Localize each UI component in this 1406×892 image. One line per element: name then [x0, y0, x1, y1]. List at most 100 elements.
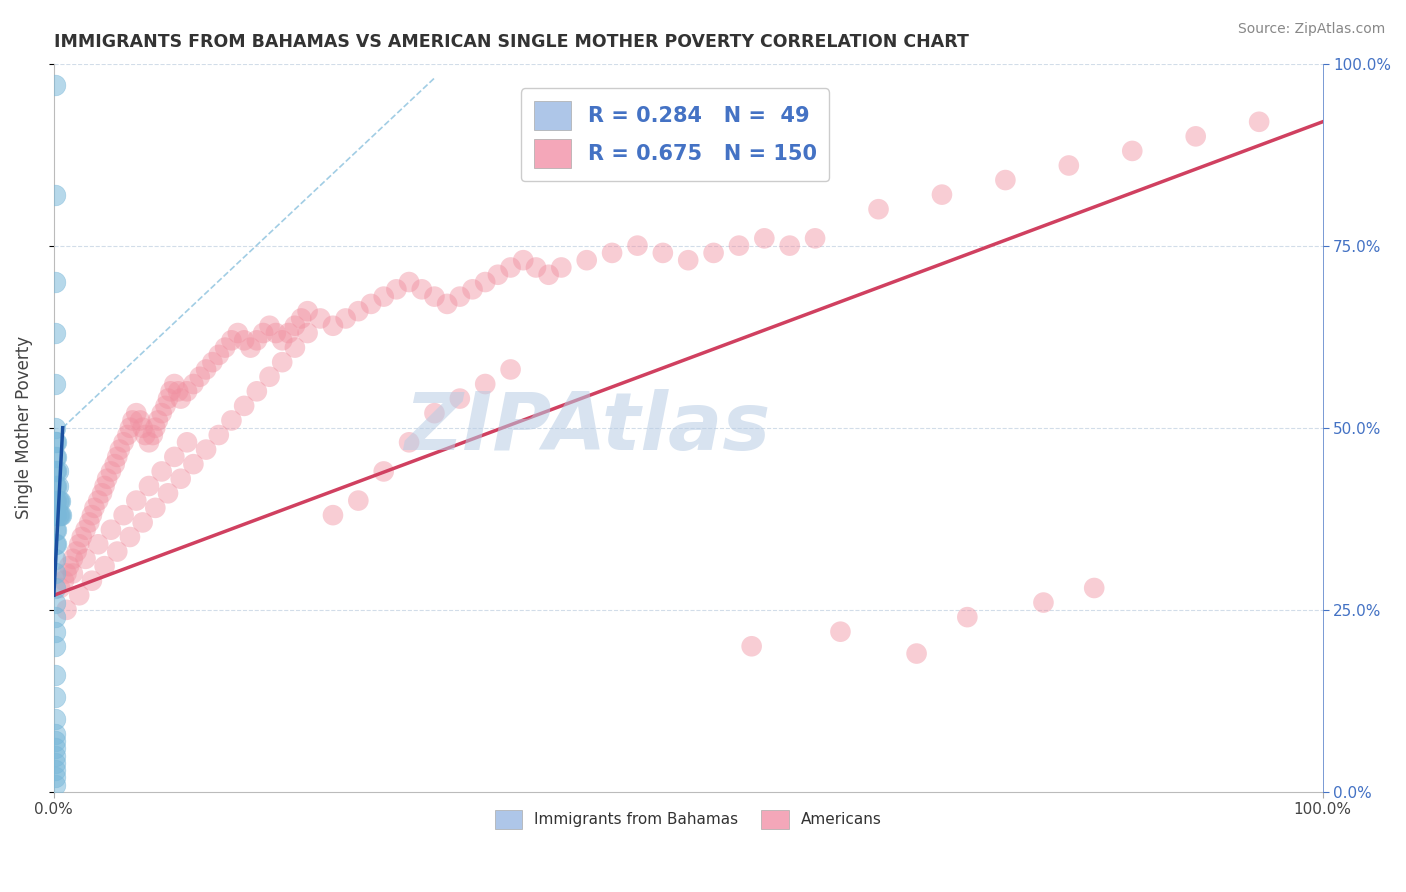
Point [45, 435, 67, 450]
Point [297, 304, 319, 318]
Point [49, 493, 72, 508]
Point [143, 500, 166, 515]
Point [271, 355, 294, 369]
Point [188, 369, 211, 384]
Point [347, 493, 370, 508]
Point [138, 479, 160, 493]
Point [44, 771, 66, 785]
Point [159, 384, 181, 399]
Point [45, 508, 67, 523]
Point [157, 392, 180, 406]
Text: Source: ZipAtlas.com: Source: ZipAtlas.com [1237, 22, 1385, 37]
Point [96, 472, 118, 486]
Point [264, 326, 287, 340]
Point [868, 202, 890, 217]
Point [44, 326, 66, 340]
Point [44, 763, 66, 777]
Point [62, 552, 84, 566]
Point [804, 231, 827, 245]
Point [741, 640, 763, 654]
Point [44, 421, 66, 435]
Point [956, 610, 979, 624]
Point [176, 435, 198, 450]
Point [309, 311, 332, 326]
Y-axis label: Single Mother Poverty: Single Mother Poverty [15, 336, 32, 519]
Point [83, 500, 105, 515]
Point [703, 246, 725, 260]
Point [221, 334, 243, 348]
Point [44, 756, 66, 770]
Text: ZIPAtlas: ZIPAtlas [404, 389, 770, 467]
Point [651, 246, 673, 260]
Point [44, 734, 66, 748]
Point [150, 406, 173, 420]
Point [45, 537, 67, 551]
Point [271, 334, 294, 348]
Point [45, 523, 67, 537]
Point [233, 334, 256, 348]
Point [474, 377, 496, 392]
Point [45, 465, 67, 479]
Point [221, 413, 243, 427]
Point [176, 384, 198, 399]
Point [48, 493, 70, 508]
Point [486, 268, 509, 282]
Point [46, 493, 69, 508]
Point [44, 275, 66, 289]
Point [105, 544, 128, 558]
Point [676, 253, 699, 268]
Point [44, 465, 66, 479]
Point [1083, 581, 1105, 595]
Point [75, 552, 97, 566]
Point [44, 479, 66, 493]
Point [170, 472, 193, 486]
Point [1057, 159, 1080, 173]
Point [131, 516, 153, 530]
Point [44, 187, 66, 202]
Point [398, 435, 420, 450]
Point [112, 435, 135, 450]
Point [44, 537, 66, 551]
Point [474, 275, 496, 289]
Point [170, 392, 193, 406]
Point [93, 559, 115, 574]
Point [44, 712, 66, 726]
Point [436, 297, 458, 311]
Point [117, 428, 139, 442]
Point [87, 537, 110, 551]
Point [108, 442, 131, 457]
Point [44, 624, 66, 639]
Point [143, 421, 166, 435]
Point [45, 479, 67, 493]
Point [157, 486, 180, 500]
Point [44, 748, 66, 763]
Point [385, 282, 408, 296]
Point [80, 574, 103, 588]
Point [779, 238, 801, 252]
Point [252, 326, 274, 340]
Point [290, 311, 312, 326]
Point [100, 465, 122, 479]
Point [46, 479, 69, 493]
Point [183, 377, 205, 392]
Point [75, 523, 97, 537]
Point [335, 311, 357, 326]
Point [524, 260, 547, 275]
Point [423, 406, 446, 420]
Point [125, 493, 148, 508]
Point [1184, 129, 1206, 144]
Point [322, 318, 344, 333]
Point [499, 362, 522, 376]
Point [600, 246, 623, 260]
Point [423, 290, 446, 304]
Point [537, 268, 560, 282]
Point [44, 741, 66, 756]
Point [93, 479, 115, 493]
Point [277, 326, 299, 340]
Point [259, 369, 281, 384]
Point [44, 450, 66, 464]
Point [66, 544, 89, 558]
Point [905, 647, 928, 661]
Point [131, 421, 153, 435]
Point [1249, 115, 1271, 129]
